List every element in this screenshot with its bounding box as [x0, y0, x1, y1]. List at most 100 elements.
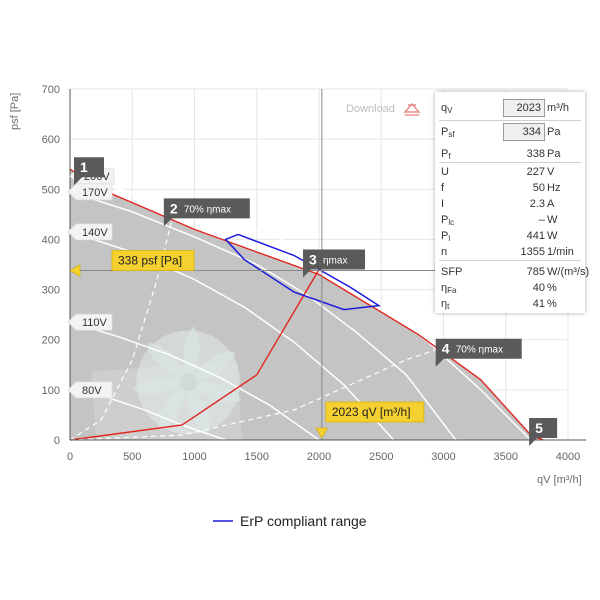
info-row-pf: Pf 338 Pa [435, 148, 585, 162]
info-unit: m³/h [547, 102, 569, 114]
info-symbol-main: f [441, 182, 445, 194]
marker-num-4: 4 [442, 341, 450, 357]
info-symbol-main: q [441, 102, 448, 114]
info-unit: % [547, 282, 557, 294]
info-symbol: U [441, 166, 449, 178]
marker-num-5: 5 [535, 420, 543, 436]
info-symbol-sub: sf [448, 130, 455, 139]
info-value: 1355 [520, 246, 545, 258]
info-value: 227 [526, 166, 545, 178]
voltage-label-140V: 140V [82, 227, 108, 239]
info-separator [439, 120, 581, 121]
info-row-qv: qV 2023 m³/h [435, 99, 585, 117]
eta-70-curve-2 [69, 334, 481, 441]
marker-box-3 [303, 249, 365, 278]
info-separator [439, 260, 581, 261]
marker-num-3: 3 [309, 252, 317, 268]
info-unit: W/(m³/s) [547, 266, 590, 278]
info-separator [439, 162, 581, 163]
marker-num-1: 1 [80, 159, 88, 175]
info-unit: 1/min [547, 246, 574, 258]
fan-watermark [91, 326, 247, 517]
x-tick-label: 0 [67, 451, 73, 463]
info-value: 40 [532, 282, 545, 294]
x-tick-label: 2000 [307, 451, 331, 463]
info-input-value[interactable]: 2023 [503, 99, 545, 117]
marker-box-1 [74, 157, 104, 186]
voltage-curve-110V [69, 321, 320, 441]
x-axis-label: qV [m³/h] [537, 474, 582, 486]
envelope-curve [69, 168, 544, 441]
info-unit: % [547, 298, 557, 310]
legend-label: ErP compliant range [240, 513, 367, 529]
download-link[interactable]: Download [346, 102, 421, 116]
x-tick-label: 2500 [369, 451, 393, 463]
x-tick-label: 3000 [431, 451, 455, 463]
voltage-label-80V: 80V [82, 385, 102, 397]
info-symbol: Psf [441, 126, 455, 139]
info-symbol: Pl [441, 230, 450, 243]
pdf-icon[interactable] [403, 102, 421, 116]
x-tick-label: 3500 [494, 451, 518, 463]
watermark-blade [188, 351, 236, 383]
x-tick-label: 1000 [182, 451, 206, 463]
voltage-tag-140V [67, 223, 113, 241]
info-symbol-main: n [441, 246, 448, 258]
download-label[interactable]: Download [346, 103, 395, 115]
y-tick-label: 400 [42, 234, 60, 246]
info-unit: V [547, 166, 555, 178]
watermark-blade [187, 382, 210, 436]
info-row-i: I 2.3 A [435, 198, 585, 212]
marker-text-2: 70% ηmax [184, 204, 231, 215]
info-symbol-main: P [441, 214, 449, 226]
info-unit: Pa [547, 148, 561, 160]
info-row-psf: Psf 334 Pa [435, 123, 585, 141]
marker-num-2: 2 [170, 200, 178, 216]
info-unit: A [547, 198, 555, 210]
voltage-curve-170V [69, 191, 457, 441]
info-value: 41 [532, 298, 545, 310]
info-unit: W [547, 214, 558, 226]
info-symbol: I [441, 198, 444, 210]
info-symbol-main: η [441, 282, 448, 294]
eta-max-curve [69, 269, 320, 441]
info-row-t: ηt 41% [435, 298, 585, 312]
info-symbol-main: P [441, 230, 449, 242]
info-symbol-sub: V [447, 106, 453, 115]
info-symbol-main: η [441, 298, 448, 310]
info-row-pl: Pl 441 W [435, 230, 585, 244]
info-row-u: U 227 V [435, 166, 585, 180]
info-row-fa: ηFa 40% [435, 282, 585, 296]
axes: 0 500 1000 1500 2000 2500 3000 3500 400001002003… [42, 84, 586, 463]
info-input-value[interactable]: 334 [503, 123, 545, 141]
info-row-sfp: SFP 785 W/(m³/s) [435, 266, 589, 280]
op-pressure-box [111, 250, 195, 271]
op-pressure-label: 338 psf [Pa] [118, 254, 182, 268]
watermark-blade [188, 382, 242, 403]
info-value: 785 [526, 266, 545, 278]
watermark-hub [179, 373, 198, 392]
info-symbol: f [441, 182, 444, 194]
info-row-n: n 1355 1/min [435, 246, 585, 260]
info-symbol: ηt [441, 298, 449, 311]
info-symbol: Plc [441, 214, 454, 227]
info-value: 338 [526, 148, 545, 160]
info-symbol-sub: lc [448, 218, 455, 227]
info-value: 2.3 [529, 198, 545, 210]
y-tick-label: 0 [54, 435, 60, 447]
info-symbol-main: U [441, 166, 449, 178]
voltage-tag-110V [67, 313, 113, 331]
info-symbol: ηFa [441, 282, 456, 295]
info-unit: W [547, 230, 558, 242]
info-symbol-sub: t [447, 302, 450, 311]
y-tick-label: 300 [42, 285, 60, 297]
info-symbol-main: SFP [441, 266, 463, 278]
voltage-tag-170V [67, 183, 113, 201]
voltage-tag-80V [67, 381, 113, 399]
marker-box-2 [163, 198, 250, 227]
y-tick-label: 200 [42, 335, 60, 347]
legend: ErP compliant range [213, 513, 367, 529]
info-symbol-sub: f [448, 152, 451, 161]
